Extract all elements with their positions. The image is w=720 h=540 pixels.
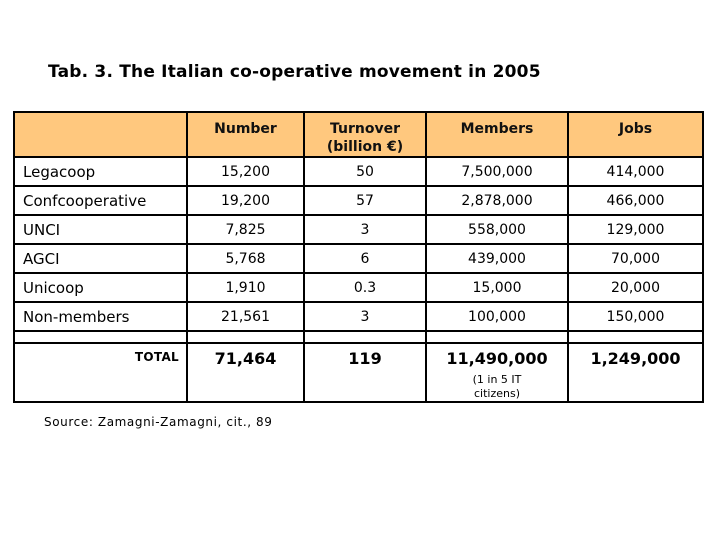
turnover-value: 6 (303, 243, 427, 275)
total-label: TOTAL (13, 342, 188, 404)
number-value: 1,910 (186, 272, 305, 304)
table-row: AGCI 5,768 6 439,000 70,000 (13, 243, 704, 275)
table-row: UNCI 7,825 3 558,000 129,000 (13, 214, 704, 246)
members-value: 100,000 (425, 301, 569, 333)
header-cell-number: Number (186, 110, 305, 159)
total-turnover-value: 119 (303, 342, 427, 404)
table-row: Unicoop 1,910 0.3 15,000 20,000 (13, 272, 704, 304)
number-value: 7,825 (186, 214, 305, 246)
total-members-value: 11,490,000 (446, 349, 548, 369)
header-cell-jobs: Jobs (567, 110, 704, 159)
members-value: 15,000 (425, 272, 569, 304)
number-value: 19,200 (186, 185, 305, 217)
total-number-value: 71,464 (186, 342, 305, 404)
number-value: 21,561 (186, 301, 305, 333)
header-cell-members: Members (425, 110, 569, 159)
turnover-value: 0.3 (303, 272, 427, 304)
turnover-value: 3 (303, 301, 427, 333)
total-members-cell: 11,490,000 (1 in 5 IT citizens) (425, 342, 569, 404)
row-label: UNCI (13, 214, 188, 246)
number-value: 15,200 (186, 156, 305, 188)
members-value: 558,000 (425, 214, 569, 246)
table-row: Non-members 21,561 3 100,000 150,000 (13, 301, 704, 333)
turnover-value: 3 (303, 214, 427, 246)
row-label: Legacoop (13, 156, 188, 188)
jobs-value: 129,000 (567, 214, 704, 246)
members-value: 2,878,000 (425, 185, 569, 217)
turnover-value: 57 (303, 185, 427, 217)
jobs-value: 466,000 (567, 185, 704, 217)
coop-movement-table: Number Turnover (billion €) Members Jobs … (13, 110, 704, 404)
spacer-cell (567, 330, 704, 345)
spacer-cell (13, 330, 188, 345)
header-turnover-line2: (billion €) (326, 139, 404, 156)
table-header-row: Number Turnover (billion €) Members Jobs (13, 110, 704, 159)
header-turnover-line1: Turnover (330, 121, 400, 137)
jobs-value: 150,000 (567, 301, 704, 333)
turnover-value: 50 (303, 156, 427, 188)
source-citation: Source: Zamagni-Zamagni, cit., 89 (44, 415, 273, 429)
total-row: TOTAL 71,464 119 11,490,000 (1 in 5 IT c… (13, 342, 704, 404)
jobs-value: 20,000 (567, 272, 704, 304)
row-label: AGCI (13, 243, 188, 275)
spacer-cell (186, 330, 305, 345)
page-title: Tab. 3. The Italian co-operative movemen… (48, 62, 541, 82)
members-value: 439,000 (425, 243, 569, 275)
spacer-row (13, 330, 704, 345)
spacer-cell (425, 330, 569, 345)
row-label: Unicoop (13, 272, 188, 304)
row-label: Non-members (13, 301, 188, 333)
members-value: 7,500,000 (425, 156, 569, 188)
spacer-cell (303, 330, 427, 345)
jobs-value: 70,000 (567, 243, 704, 275)
table-row: Confcooperative 19,200 57 2,878,000 466,… (13, 185, 704, 217)
jobs-value: 414,000 (567, 156, 704, 188)
header-cell-organization (13, 110, 188, 159)
header-cell-turnover: Turnover (billion €) (303, 110, 427, 159)
row-label: Confcooperative (13, 185, 188, 217)
total-members-note: (1 in 5 IT citizens) (472, 373, 522, 401)
total-jobs-value: 1,249,000 (567, 342, 704, 404)
number-value: 5,768 (186, 243, 305, 275)
table-row: Legacoop 15,200 50 7,500,000 414,000 (13, 156, 704, 188)
